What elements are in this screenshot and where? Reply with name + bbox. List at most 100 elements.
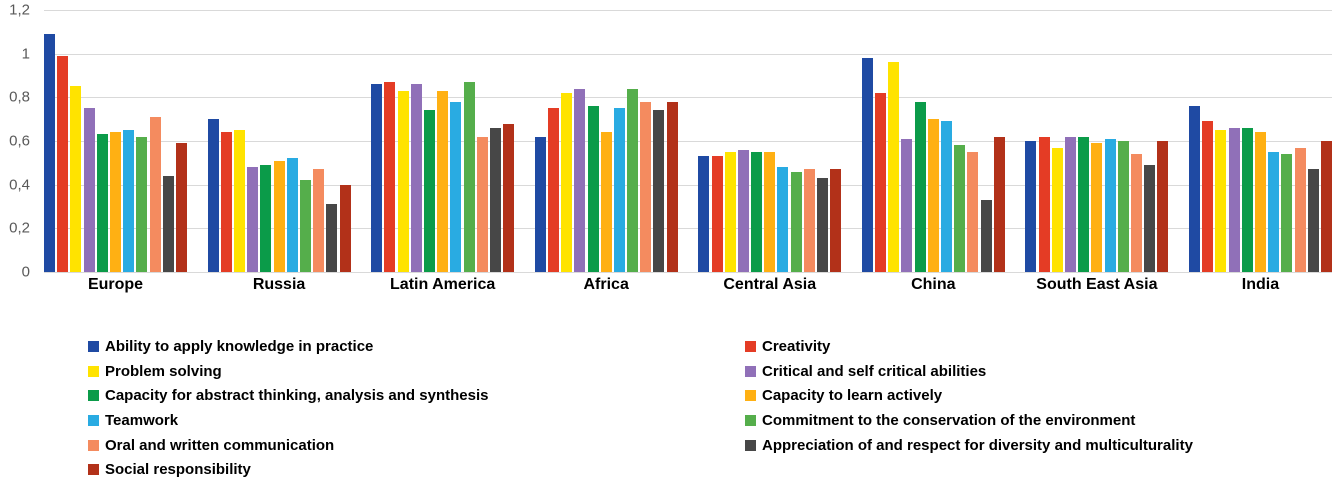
- legend-item: Capacity for abstract thinking, analysis…: [88, 383, 488, 408]
- bar: [136, 136, 148, 272]
- legend-color-swatch: [88, 464, 99, 476]
- bar: [1144, 165, 1156, 272]
- bar: [234, 130, 245, 272]
- bar: [96, 134, 108, 272]
- bar: [1281, 154, 1293, 272]
- bar: [286, 158, 298, 272]
- bar: [437, 90, 449, 272]
- bar-group-china: [861, 10, 1005, 272]
- legend-label: Capacity to learn actively: [762, 387, 943, 405]
- legend-color-swatch: [88, 390, 99, 402]
- legend-label: Appreciation of and respect for diversit…: [762, 436, 1193, 454]
- bar: [247, 167, 259, 272]
- bar: [1215, 130, 1227, 272]
- bar-group-africa: [534, 10, 678, 272]
- bar: [941, 121, 952, 272]
- bar: [927, 119, 939, 272]
- bar: [967, 151, 979, 272]
- gridline: [44, 141, 1332, 142]
- bar: [1157, 141, 1169, 272]
- bar: [220, 132, 232, 272]
- bar: [1307, 169, 1319, 272]
- bar: [600, 132, 612, 272]
- bar: [1268, 151, 1280, 272]
- bar: [1241, 127, 1253, 272]
- bar: [1091, 143, 1103, 272]
- legend-color-swatch: [88, 414, 99, 426]
- legend-color-swatch: [745, 414, 756, 426]
- y-axis-tick-label: 0,8: [9, 88, 30, 106]
- legend-item: Critical and self critical abilities: [745, 359, 1193, 384]
- bar: [57, 55, 69, 272]
- bar: [313, 169, 325, 272]
- bar: [1294, 147, 1306, 272]
- bar: [1065, 136, 1076, 272]
- bar: [1320, 141, 1332, 272]
- gridline: [44, 97, 1332, 99]
- x-axis-category-label: India: [1241, 276, 1280, 293]
- legend: Ability to apply knowledge in practice Pr…: [0, 334, 1335, 484]
- legend-color-swatch: [745, 439, 756, 451]
- bar: [803, 169, 815, 272]
- legend-item: Ability to apply knowledge in practice: [88, 334, 488, 359]
- legend-column-left: Ability to apply knowledge in practice Pr…: [88, 334, 488, 482]
- legend-color-swatch: [88, 439, 99, 451]
- gridline: [44, 228, 1332, 230]
- legend-color-swatch: [88, 340, 99, 352]
- bar: [1130, 154, 1142, 272]
- bar: [299, 180, 311, 272]
- bar: [162, 175, 174, 272]
- x-axis-labels: Europe Russia Latin America Africa Central A…: [44, 276, 1332, 294]
- legend-item: Commitment to the conservation of the en…: [745, 408, 1193, 433]
- bar: [339, 184, 351, 272]
- bar: [875, 92, 887, 272]
- bar: [547, 108, 559, 272]
- bar: [751, 151, 763, 272]
- bar: [489, 127, 501, 272]
- legend-item: Capacity to learn actively: [745, 383, 1193, 408]
- bar: [561, 92, 573, 272]
- bar: [993, 136, 1005, 272]
- x-axis-category-label: Africa: [583, 276, 629, 293]
- legend-column-right: Creativity Critical and self critical abi…: [745, 334, 1193, 457]
- bar: [1202, 121, 1214, 272]
- bar: [954, 145, 966, 272]
- legend-item: Problem solving: [88, 359, 488, 384]
- bar: [503, 123, 515, 272]
- bar: [613, 108, 625, 272]
- bar-group-south-east-asia: [1025, 10, 1169, 272]
- bar: [397, 90, 409, 272]
- bar: [817, 178, 828, 272]
- bar: [574, 88, 586, 272]
- bar: [861, 58, 873, 272]
- bar: [207, 119, 219, 272]
- legend-color-swatch: [745, 340, 756, 352]
- legend-color-swatch: [88, 365, 99, 377]
- bar: [463, 82, 475, 272]
- legend-label: Creativity: [762, 337, 831, 355]
- bar: [44, 34, 56, 272]
- bar: [764, 151, 776, 272]
- bar: [980, 199, 992, 272]
- bar: [587, 106, 599, 272]
- bar: [1104, 138, 1116, 272]
- x-axis-category-label: Russia: [252, 276, 306, 293]
- legend-color-swatch: [745, 390, 756, 402]
- bar: [149, 116, 161, 272]
- bar: [888, 62, 900, 272]
- bar: [666, 101, 678, 272]
- bar: [1228, 127, 1240, 272]
- bar: [737, 149, 749, 272]
- legend-label: Critical and self critical abilities: [762, 362, 987, 380]
- y-axis-tick-label: 1: [21, 45, 30, 63]
- bar: [423, 110, 435, 272]
- legend-label: Social responsibility: [105, 461, 251, 479]
- bar: [1038, 136, 1050, 272]
- legend-item: Teamwork: [88, 408, 488, 433]
- bar: [260, 165, 272, 272]
- bar-group-central-asia: [698, 10, 842, 272]
- bar: [476, 136, 488, 272]
- gridline: [44, 184, 1332, 186]
- bar: [711, 156, 723, 272]
- bar: [175, 143, 187, 272]
